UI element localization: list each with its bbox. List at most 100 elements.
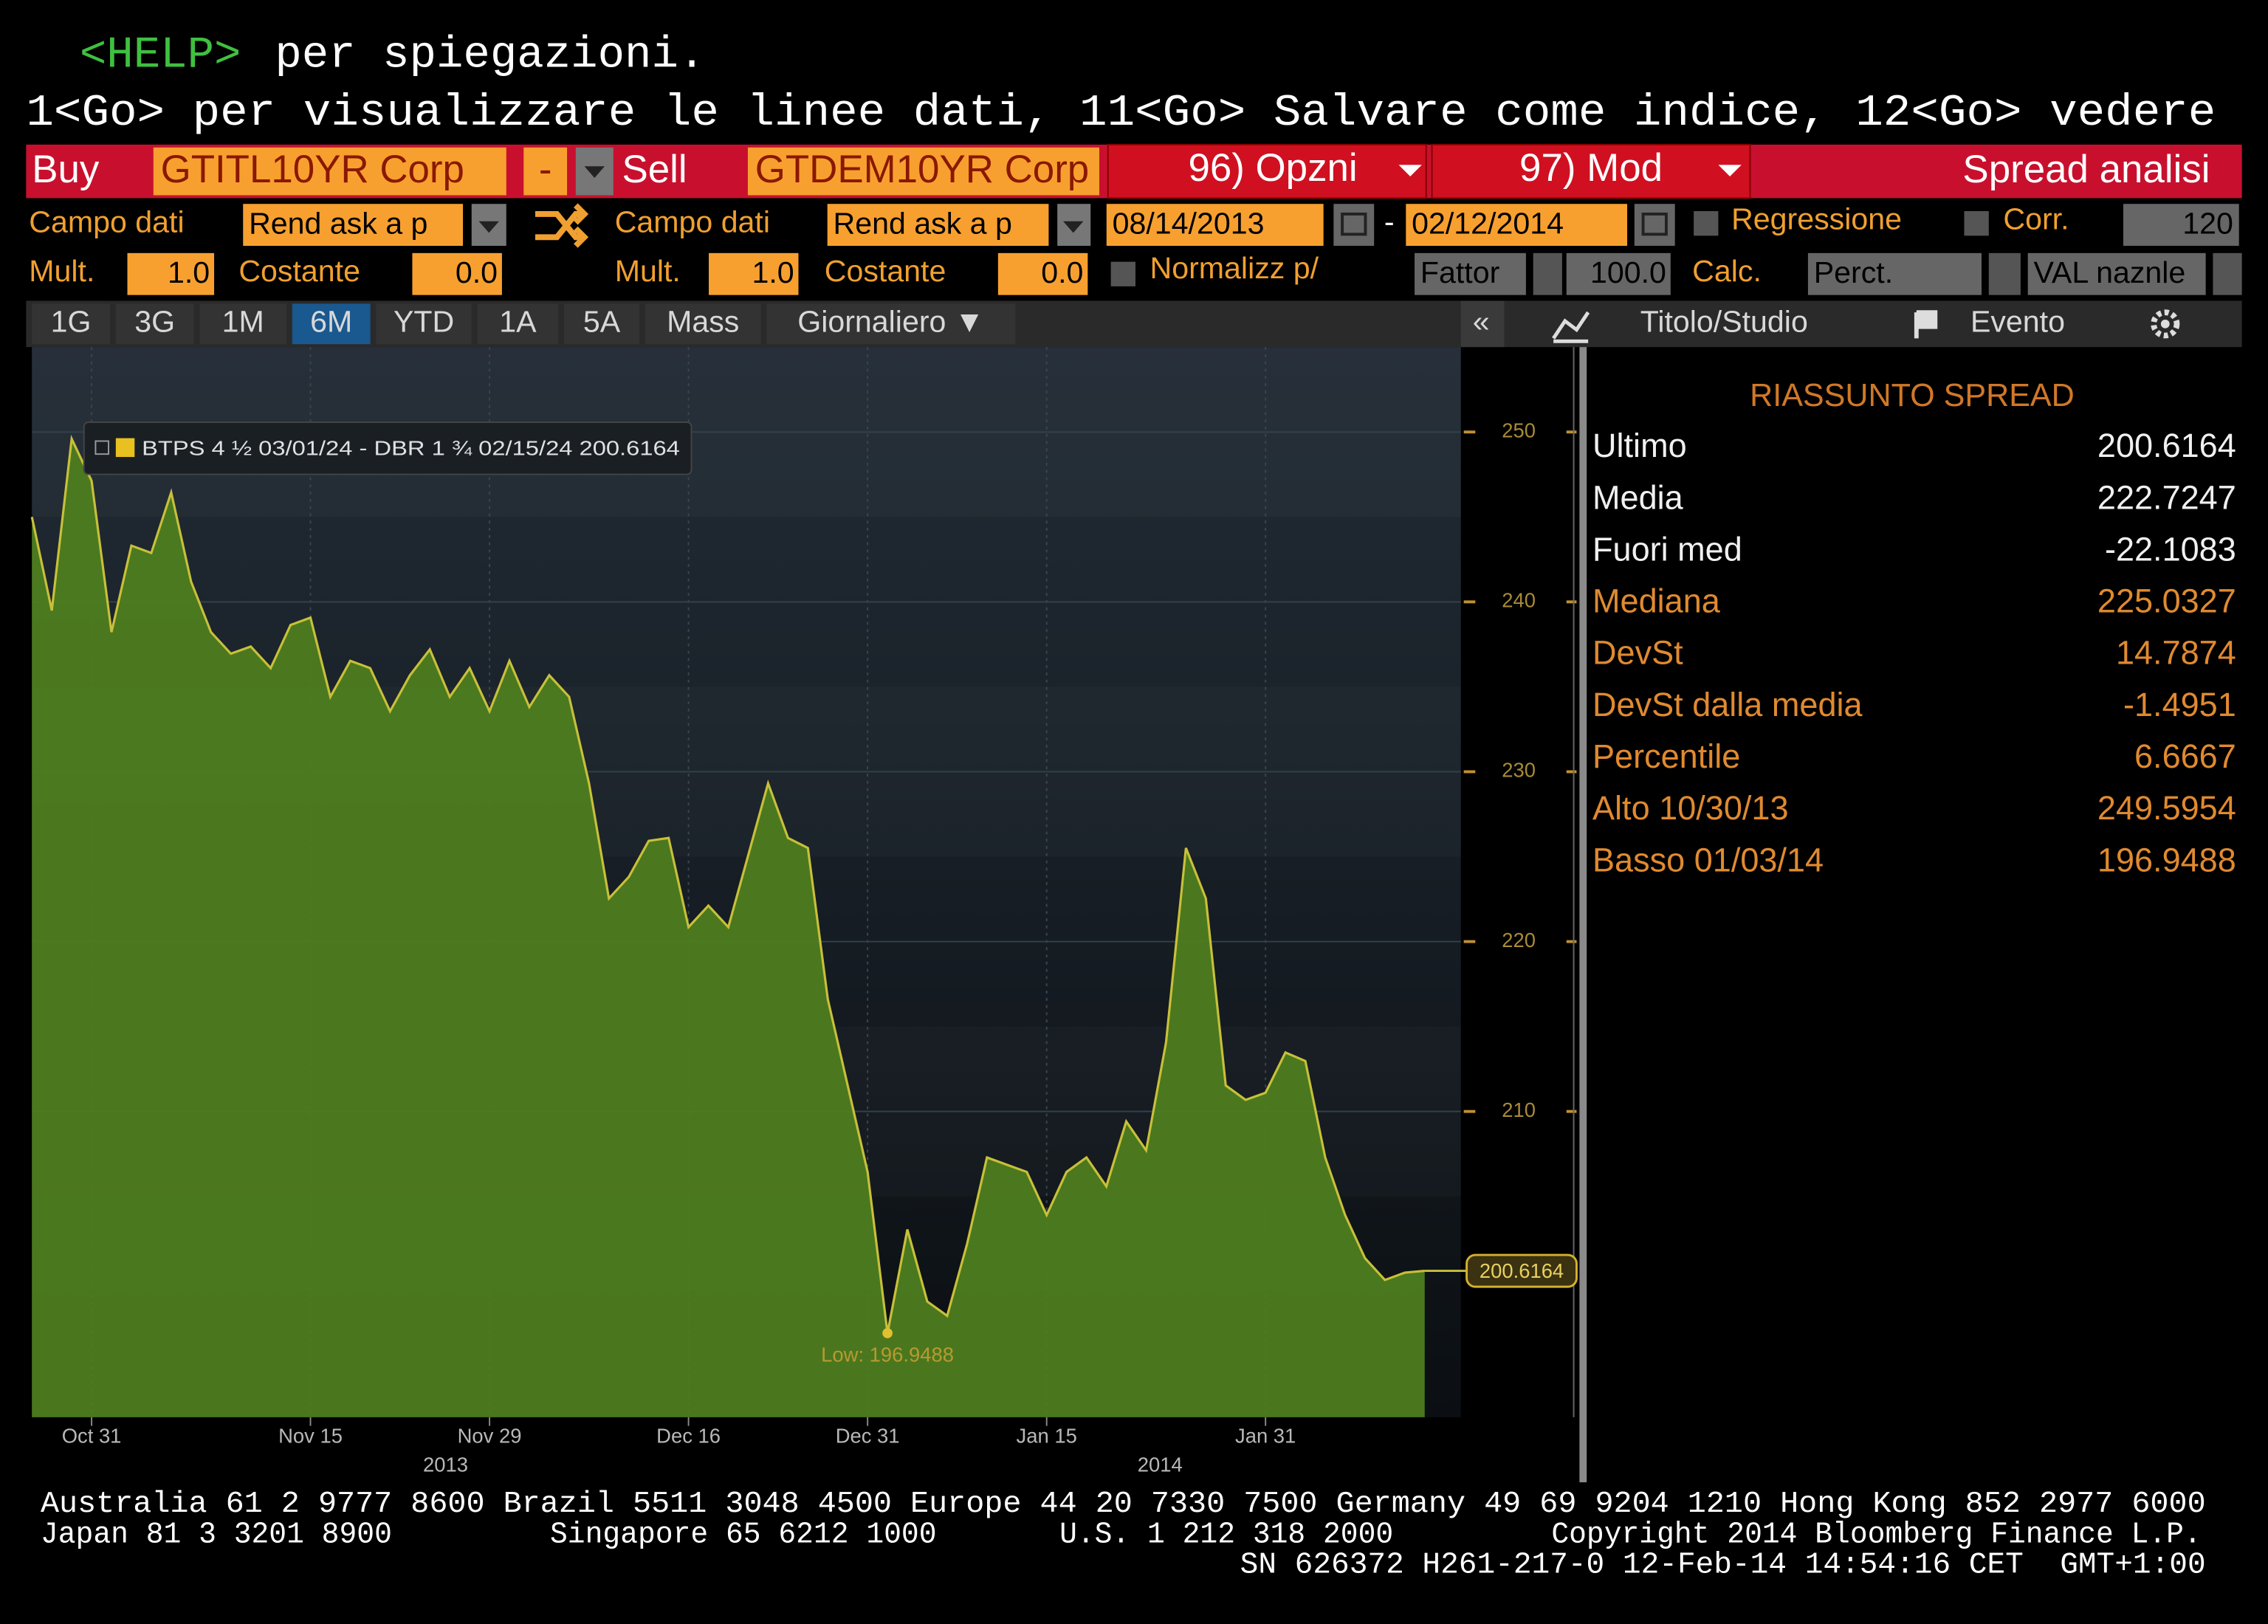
tab-button[interactable] xyxy=(115,303,194,345)
y-tick-label: 230 xyxy=(1502,759,1536,782)
mod-button[interactable] xyxy=(1431,143,1751,199)
factor-box[interactable] xyxy=(1415,252,1526,295)
const-box[interactable] xyxy=(997,252,1088,295)
tab-button[interactable] xyxy=(766,303,1016,345)
summary-label: Mediana xyxy=(1592,582,1721,620)
corr-label: Corr. xyxy=(2003,202,2069,236)
x-group-label: 2014 xyxy=(1138,1453,1183,1476)
dropdown[interactable] xyxy=(2213,252,2242,295)
start-date[interactable]: 08/14/2013 xyxy=(1113,206,1265,240)
event-tab[interactable]: Evento xyxy=(1970,305,2065,339)
help-key[interactable]: <HELP> xyxy=(80,30,241,80)
low-annotation: Low: 196.9488 xyxy=(821,1343,954,1366)
collapse-label[interactable]: « xyxy=(1473,305,1490,339)
factor-label[interactable]: Fattor xyxy=(1420,255,1500,289)
tab-label[interactable]: 3G xyxy=(134,305,175,339)
dropdown[interactable] xyxy=(1988,252,2021,295)
mod-label[interactable]: 97) Mod xyxy=(1519,146,1663,190)
summary-value: 225.0327 xyxy=(2097,582,2236,620)
tab-button[interactable] xyxy=(477,303,559,345)
study-tab[interactable]: Titolo/Studio xyxy=(1640,305,1808,339)
tab-label[interactable]: Mass xyxy=(667,305,739,339)
tab-button[interactable] xyxy=(645,303,761,345)
security-box[interactable] xyxy=(153,147,506,196)
tab-label[interactable]: 5A xyxy=(583,305,621,339)
tab-label[interactable]: 6M xyxy=(310,305,352,339)
const-label: Costante xyxy=(825,254,946,288)
operator[interactable]: - xyxy=(539,148,552,191)
x-tick-label: Jan 31 xyxy=(1235,1425,1296,1448)
tab-button[interactable] xyxy=(376,303,472,345)
field-box[interactable] xyxy=(827,204,1049,247)
y-tick-label: 210 xyxy=(1502,1098,1536,1121)
const-box[interactable] xyxy=(412,252,502,295)
legend-toggle[interactable] xyxy=(94,440,110,455)
security-2[interactable]: GTDEM10YR Corp xyxy=(755,148,1089,191)
field-value[interactable]: Rend ask a p xyxy=(834,206,1012,240)
tab-button[interactable] xyxy=(292,303,371,345)
end-date[interactable]: 02/12/2014 xyxy=(1412,206,1564,240)
tab-button[interactable] xyxy=(564,303,640,345)
tab-label[interactable]: 1M xyxy=(222,305,264,339)
line xyxy=(30,434,1425,1334)
tab-label[interactable]: 1A xyxy=(499,305,537,339)
corr-window[interactable]: 120 xyxy=(2182,206,2233,240)
mult-value[interactable]: 1.0 xyxy=(168,255,210,289)
tab-label[interactable]: 1G xyxy=(51,305,92,339)
summary-value: 14.7874 xyxy=(2116,634,2236,672)
swap-icon[interactable] xyxy=(535,203,589,248)
security-1[interactable]: GTITL10YR Corp xyxy=(161,148,464,191)
date-box[interactable] xyxy=(1406,204,1628,247)
legend-box xyxy=(83,422,693,475)
mult-box[interactable] xyxy=(127,252,215,295)
field-box[interactable] xyxy=(243,204,464,247)
summary-value: 222.7247 xyxy=(2097,478,2236,516)
checkbox[interactable] xyxy=(1964,211,1989,236)
summary-label: DevSt xyxy=(1592,634,1683,672)
factor-value[interactable]: 100.0 xyxy=(1590,255,1666,289)
settings-icon[interactable] xyxy=(2151,309,2180,339)
y-tick-label: 250 xyxy=(1502,419,1536,441)
mult-value[interactable]: 1.0 xyxy=(752,255,794,289)
collapse-button[interactable] xyxy=(1460,300,1505,348)
calendar-button[interactable] xyxy=(1634,204,1675,247)
calendar-button[interactable] xyxy=(1333,204,1375,247)
checkbox[interactable] xyxy=(1110,261,1135,286)
currency-value[interactable]: VAL naznle xyxy=(2034,255,2186,289)
tab-button[interactable] xyxy=(32,303,111,345)
summary-label: DevSt dalla media xyxy=(1592,686,1863,723)
mult-label: Mult. xyxy=(615,254,681,288)
options-button[interactable] xyxy=(1107,143,1427,199)
regression-label: Regressione xyxy=(1731,202,1902,236)
x-tick-label: Dec 31 xyxy=(836,1425,900,1448)
const-value[interactable]: 0.0 xyxy=(1041,255,1083,289)
checkbox[interactable] xyxy=(1694,211,1719,236)
summary-label: Fuori med xyxy=(1592,530,1742,568)
normalize-label: Normalizz p/ xyxy=(1150,251,1319,285)
const-value[interactable]: 0.0 xyxy=(456,255,498,289)
security-box[interactable] xyxy=(747,147,1099,196)
currency-box[interactable] xyxy=(2027,252,2206,295)
factor-value-box[interactable] xyxy=(1566,252,1671,295)
calc-box[interactable] xyxy=(1807,252,1982,295)
operator-box[interactable] xyxy=(523,147,568,196)
menu-arrow xyxy=(1398,165,1422,177)
summary-value: 6.6667 xyxy=(2134,737,2236,775)
tab-label[interactable]: Giornaliero ▼ xyxy=(797,305,984,339)
corr-box[interactable] xyxy=(2123,204,2239,247)
tab-button[interactable] xyxy=(199,303,287,345)
date-box[interactable] xyxy=(1106,204,1324,247)
summary-value: 200.6164 xyxy=(2097,427,2236,464)
calc-value[interactable]: Perct. xyxy=(1814,255,1893,289)
summary-label: Percentile xyxy=(1592,737,1740,775)
summary-value: -1.4951 xyxy=(2123,686,2236,723)
mult-box[interactable] xyxy=(709,252,799,295)
low-marker xyxy=(882,1328,893,1338)
options-label[interactable]: 96) Opzni xyxy=(1188,146,1357,190)
dropdown[interactable] xyxy=(1533,252,1562,295)
dropdown-arrow xyxy=(584,166,605,178)
x-tick-label: Dec 16 xyxy=(656,1425,721,1448)
field-value[interactable]: Rend ask a p xyxy=(249,206,427,240)
tab-label[interactable]: YTD xyxy=(394,305,454,339)
